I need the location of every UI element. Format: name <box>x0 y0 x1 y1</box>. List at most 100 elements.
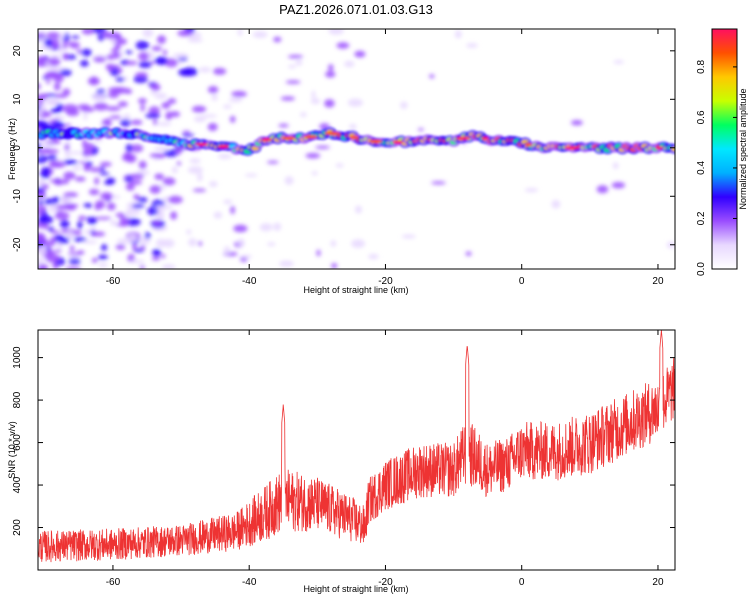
spectrogram-noise-blob <box>38 93 50 97</box>
spectrogram-noise-blob <box>279 260 294 267</box>
spectrogram-noise-blob <box>114 44 121 51</box>
y-tick-label: -20 <box>12 237 23 252</box>
spectrogram-noise-blob <box>60 196 73 204</box>
spectrogram-noise-blob <box>154 173 164 180</box>
spectrogram-noise-blob <box>62 37 70 41</box>
spectrogram-noise-blob <box>278 123 289 128</box>
spectrogram-noise-blob <box>187 38 204 43</box>
spectrogram-noise-blob <box>56 115 65 121</box>
spectrogram-peak-spot <box>217 144 230 149</box>
spectrogram-noise-blob <box>133 248 145 253</box>
spectrogram-noise-blob <box>273 36 282 43</box>
x-tick-label: -40 <box>242 577 257 588</box>
spectrogram-noise-blob <box>178 68 193 77</box>
y-tick-label: 800 <box>12 391 23 408</box>
spectrogram-noise-blob <box>177 60 184 65</box>
colorbar-tick-label: 0.6 <box>696 110 707 124</box>
spectrogram-noise-blob <box>109 115 122 120</box>
spectrogram-noise-blob <box>223 246 231 255</box>
spectrogram-noise-blob <box>125 60 138 66</box>
spectrogram-noise-blob <box>138 98 147 104</box>
spectrogram-noise-blob <box>38 152 41 157</box>
spectrogram-noise-blob <box>161 254 166 259</box>
spectrogram-noise-blob <box>64 139 71 145</box>
spectrogram-noise-blob <box>100 166 105 172</box>
spectrogram-noise-blob <box>132 243 137 251</box>
spectrogram-noise-blob <box>401 234 416 239</box>
spectrogram-noise-blob <box>53 93 68 99</box>
spectrogram-noise-blob <box>466 43 478 48</box>
snr-frame <box>37 329 676 571</box>
spectrogram-noise-blob <box>101 244 108 251</box>
spectrogram-frame <box>37 28 676 270</box>
colorbar-tick-label: 0.2 <box>696 211 707 225</box>
colorbar-ticks: 0.0 0.2 0.4 0.6 0.8 <box>696 60 737 276</box>
spectrogram-noise-blob <box>51 38 60 47</box>
spectrogram-noise-blob <box>100 192 113 201</box>
spectrogram-noise-blob <box>73 237 87 242</box>
spectrogram-noise-blob <box>81 29 94 35</box>
x-tick-label: -20 <box>378 276 393 287</box>
spectrogram-noise-blob <box>115 212 126 218</box>
spectrogram-noise-blob <box>49 54 62 59</box>
spectrogram-noise-blob <box>99 161 112 167</box>
spectrogram-noise-blob <box>315 145 330 149</box>
spectrogram-noise-blob <box>130 144 144 153</box>
spectrogram-noise-blob <box>125 182 135 191</box>
spectrogram-noise-blob <box>38 191 45 197</box>
spectrogram-noise-blob <box>44 71 61 80</box>
spectrogram-noise-blob <box>207 123 218 131</box>
spectrogram-noise-blob <box>330 240 337 247</box>
spectrogram-noise-blob <box>115 77 125 82</box>
spectrogram-noise-blob <box>138 52 150 61</box>
spectrogram-noise-blob <box>328 64 334 72</box>
spectrogram-noise-blob <box>288 64 296 69</box>
spectrogram-noise-blob <box>324 99 335 108</box>
spectrogram-noise-blob <box>175 148 182 155</box>
spectrogram-noise-blob <box>231 91 247 98</box>
spectrogram-noise-blob <box>267 242 276 247</box>
x-tick-label: 20 <box>652 577 664 588</box>
spectrogram-noise-blob <box>172 53 187 57</box>
colorbar: 0.0 0.2 0.4 0.6 0.8 Normalized spectral ampl… <box>696 28 748 276</box>
spectrogram-noise-blob <box>351 239 366 249</box>
spectrogram-noise-blob <box>137 197 148 203</box>
spectrogram-noise-blob <box>368 253 379 260</box>
spectrogram-noise-blob <box>133 75 148 84</box>
spectrogram-noise-blob <box>98 262 108 268</box>
spectrogram-noise-blob <box>112 52 121 59</box>
spectrogram-noise-blob <box>150 91 157 96</box>
spectrogram-noise-blob <box>150 83 161 92</box>
spectrogram-noise-blob <box>96 216 112 220</box>
spectrogram-noise-blob <box>64 159 76 165</box>
spectrogram-noise-blob <box>119 216 130 225</box>
spectrogram-noise-blob <box>162 49 168 56</box>
spectrogram-noise-blob <box>311 90 316 99</box>
spectrogram-noise-blob <box>38 57 50 62</box>
spectrogram-y-axis-label: Frequency (Hz) <box>7 118 17 180</box>
spectrogram-noise-blob <box>266 160 279 164</box>
spectrogram-noise-blob <box>213 211 223 219</box>
spectrogram-noise-blob <box>144 232 151 239</box>
spectrogram-noise-blob <box>161 102 171 109</box>
spectrogram-noise-blob <box>429 74 435 79</box>
spectrogram-noise-blob <box>38 33 47 37</box>
spectrogram-noise-blob <box>524 188 539 193</box>
snr-series-line <box>38 330 675 563</box>
spectrogram-peak-spot <box>525 143 532 147</box>
spectrogram-noise-blob <box>38 120 45 124</box>
spectrogram-peak-spot <box>481 136 489 140</box>
x-tick-label: -20 <box>378 577 393 588</box>
spectrogram-noise-blob <box>162 177 176 186</box>
spectrogram-noise-blob <box>59 219 70 229</box>
spectrogram-noise-blob <box>159 204 173 210</box>
spectrogram-noise-blob <box>91 150 97 156</box>
spectrogram-noise-blob <box>49 122 66 130</box>
spectrogram-noise-blob <box>240 254 253 259</box>
spectrogram-noise-blob <box>65 266 82 269</box>
spectrogram-noise-blob <box>62 88 71 96</box>
spectrogram-noise-blob <box>74 176 86 182</box>
spectrogram-noise-blob <box>71 35 80 39</box>
spectrogram-noise-blob <box>192 188 207 192</box>
